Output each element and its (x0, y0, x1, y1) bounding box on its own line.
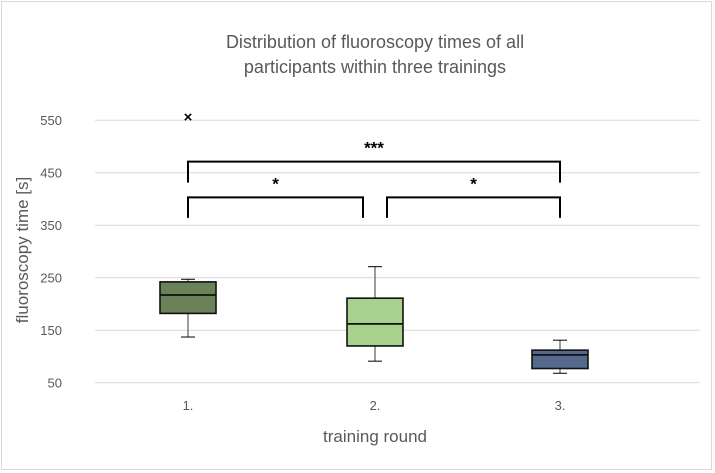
significance-bracket: * (386, 174, 561, 218)
bracket-line (386, 196, 561, 218)
box-3 (531, 339, 589, 374)
y-axis-label: fluoroscopy time [s] (13, 177, 32, 323)
chart-title-line-2: participants within three trainings (244, 57, 506, 77)
iqr-box (531, 349, 589, 370)
x-tick-label: 3. (555, 398, 566, 413)
chart-title-line-1: Distribution of fluoroscopy times of all (226, 32, 524, 52)
significance-label: * (470, 174, 477, 193)
iqr-box (346, 297, 404, 347)
y-tick-label: 350 (40, 218, 62, 233)
significance-label: * (272, 174, 279, 193)
significance-label: *** (364, 139, 384, 158)
bracket-line (187, 160, 561, 183)
x-axis-label: training round (323, 427, 427, 446)
x-tick-label: 2. (370, 398, 381, 413)
box-2 (346, 266, 404, 362)
x-tick-label: 1. (183, 398, 194, 413)
y-tick-label: 550 (40, 113, 62, 128)
y-tick-label: 150 (40, 323, 62, 338)
y-tick-label: 50 (48, 376, 62, 391)
significance-bracket: * (187, 174, 364, 218)
y-tick-label: 250 (40, 271, 62, 286)
iqr-box (159, 281, 217, 315)
significance-bracket: *** (187, 139, 561, 183)
bracket-line (187, 196, 364, 218)
outlier-marker: × (184, 109, 193, 126)
y-tick-label: 450 (40, 166, 62, 181)
box-1: × (159, 109, 217, 338)
